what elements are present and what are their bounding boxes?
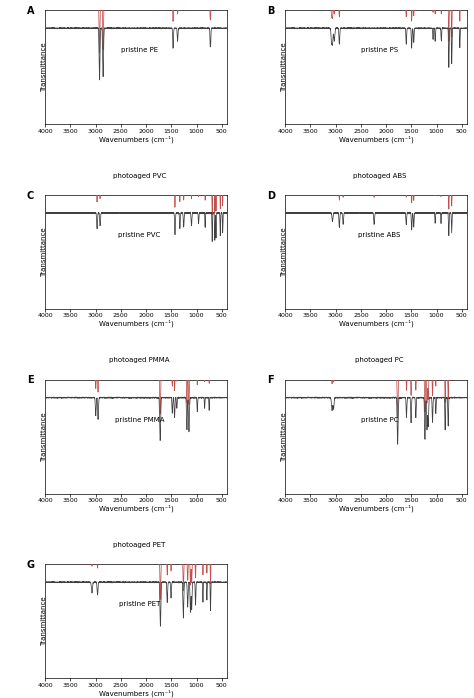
X-axis label: Wavenumbers (cm⁻¹): Wavenumbers (cm⁻¹) xyxy=(338,320,413,327)
Y-axis label: Transmittance: Transmittance xyxy=(41,412,46,461)
Y-axis label: Transmittance: Transmittance xyxy=(41,597,46,646)
X-axis label: Wavenumbers (cm⁻¹): Wavenumbers (cm⁻¹) xyxy=(99,320,173,327)
Text: photoaged PC: photoaged PC xyxy=(356,357,404,364)
Text: A: A xyxy=(27,6,34,16)
Text: pristine ABS: pristine ABS xyxy=(358,232,401,238)
Text: pristine PET: pristine PET xyxy=(119,602,160,607)
Text: photoaged PET: photoaged PET xyxy=(113,542,166,548)
Text: G: G xyxy=(27,560,35,570)
Y-axis label: Transmittance: Transmittance xyxy=(41,228,46,277)
Text: B: B xyxy=(267,6,274,16)
Y-axis label: Transmittance: Transmittance xyxy=(281,228,287,277)
X-axis label: Wavenumbers (cm⁻¹): Wavenumbers (cm⁻¹) xyxy=(338,505,413,512)
Text: photoaged PVC: photoaged PVC xyxy=(113,172,166,179)
X-axis label: Wavenumbers (cm⁻¹): Wavenumbers (cm⁻¹) xyxy=(338,135,413,142)
Y-axis label: Transmittance: Transmittance xyxy=(281,412,287,461)
Text: pristine PE: pristine PE xyxy=(121,47,158,53)
Y-axis label: Transmittance: Transmittance xyxy=(41,43,46,92)
X-axis label: Wavenumbers (cm⁻¹): Wavenumbers (cm⁻¹) xyxy=(99,135,173,142)
Text: photoaged PMMA: photoaged PMMA xyxy=(109,357,170,364)
Y-axis label: Transmittance: Transmittance xyxy=(281,43,287,92)
Text: D: D xyxy=(267,191,275,200)
Text: E: E xyxy=(27,376,34,385)
Text: pristine PC: pristine PC xyxy=(361,417,398,423)
X-axis label: Wavenumbers (cm⁻¹): Wavenumbers (cm⁻¹) xyxy=(99,505,173,512)
Text: pristine PMMA: pristine PMMA xyxy=(115,417,164,423)
Text: pristine PS: pristine PS xyxy=(361,47,398,53)
Text: pristine PVC: pristine PVC xyxy=(118,232,161,238)
Text: F: F xyxy=(267,376,273,385)
Text: photoaged ABS: photoaged ABS xyxy=(353,172,406,179)
Text: C: C xyxy=(27,191,34,200)
X-axis label: Wavenumbers (cm⁻¹): Wavenumbers (cm⁻¹) xyxy=(99,689,173,697)
